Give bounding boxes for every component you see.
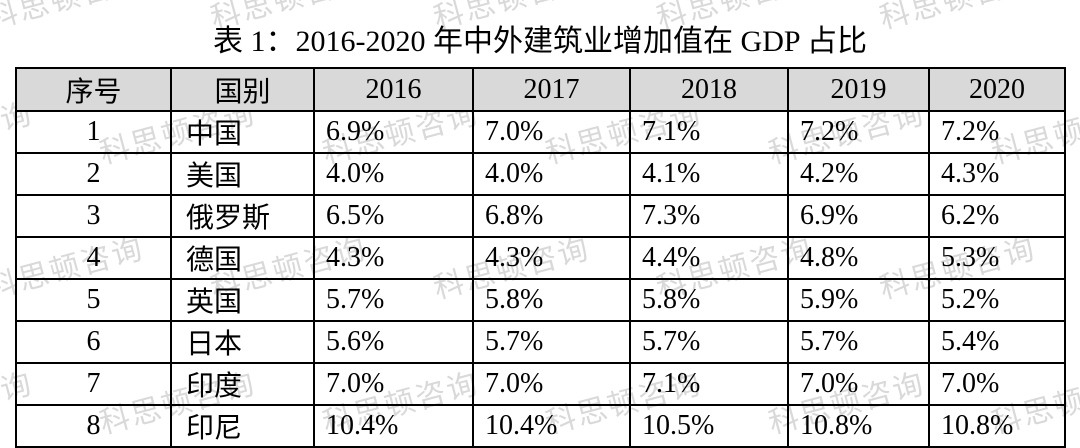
value-cell: 4.3% — [313, 236, 474, 280]
row-index-cell: 4 — [15, 236, 172, 280]
country-cell: 印度 — [170, 362, 315, 406]
country-cell: 印尼 — [170, 404, 315, 448]
column-header-0: 序号 — [15, 67, 172, 112]
value-cell: 4.0% — [472, 152, 631, 196]
value-cell: 4.2% — [787, 152, 930, 196]
table-row: 6 日本 5.6% 5.7% 5.7% 5.7% 5.4% — [15, 320, 1066, 364]
row-index-cell: 5 — [15, 278, 172, 322]
value-cell: 5.8% — [629, 278, 789, 322]
value-cell: 7.0% — [472, 362, 631, 406]
value-cell: 7.1% — [629, 362, 789, 406]
value-cell: 5.7% — [313, 278, 474, 322]
row-index-cell: 2 — [15, 152, 172, 196]
table-row: 8 印尼 10.4% 10.4% 10.5% 10.8% 10.8% — [15, 404, 1066, 448]
value-cell: 7.2% — [787, 110, 930, 154]
column-header-3: 2017 — [472, 67, 631, 112]
value-cell: 5.4% — [928, 320, 1066, 364]
table-row: 4 德国 4.3% 4.3% 4.4% 4.8% 5.3% — [15, 236, 1066, 280]
table-row: 3 俄罗斯 6.5% 6.8% 7.3% 6.9% 6.2% — [15, 194, 1066, 238]
row-index-cell: 1 — [15, 110, 172, 154]
value-cell: 5.6% — [313, 320, 474, 364]
value-cell: 5.8% — [472, 278, 631, 322]
row-index-cell: 3 — [15, 194, 172, 238]
value-cell: 5.9% — [787, 278, 930, 322]
table-row: 5 英国 5.7% 5.8% 5.8% 5.9% 5.2% — [15, 278, 1066, 322]
value-cell: 4.3% — [928, 152, 1066, 196]
value-cell: 4.4% — [629, 236, 789, 280]
value-cell: 10.5% — [629, 404, 789, 448]
country-cell: 日本 — [170, 320, 315, 364]
value-cell: 10.4% — [313, 404, 474, 448]
column-header-1: 国别 — [170, 67, 315, 112]
value-cell: 7.0% — [928, 362, 1066, 406]
value-cell: 5.2% — [928, 278, 1066, 322]
row-index-cell: 8 — [15, 404, 172, 448]
table-row: 7 印度 7.0% 7.0% 7.1% 7.0% 7.0% — [15, 362, 1066, 406]
value-cell: 4.8% — [787, 236, 930, 280]
value-cell: 6.2% — [928, 194, 1066, 238]
value-cell: 7.0% — [787, 362, 930, 406]
value-cell: 6.8% — [472, 194, 631, 238]
value-cell: 6.5% — [313, 194, 474, 238]
value-cell: 7.2% — [928, 110, 1066, 154]
column-header-6: 2020 — [928, 67, 1066, 112]
country-cell: 中国 — [170, 110, 315, 154]
value-cell: 5.7% — [787, 320, 930, 364]
column-header-2: 2016 — [313, 67, 474, 112]
value-cell: 5.7% — [472, 320, 631, 364]
value-cell: 7.1% — [629, 110, 789, 154]
value-cell: 6.9% — [787, 194, 930, 238]
value-cell: 4.3% — [472, 236, 631, 280]
country-cell: 德国 — [170, 236, 315, 280]
value-cell: 4.0% — [313, 152, 474, 196]
value-cell: 10.8% — [928, 404, 1066, 448]
value-cell: 4.1% — [629, 152, 789, 196]
value-cell: 7.0% — [313, 362, 474, 406]
gdp-share-table: 序号 国别 2016 2017 2018 2019 2020 1 中国 6.9% 7.0% 7.1%… — [15, 67, 1066, 448]
country-cell: 美国 — [170, 152, 315, 196]
row-index-cell: 6 — [15, 320, 172, 364]
country-cell: 英国 — [170, 278, 315, 322]
value-cell: 5.7% — [629, 320, 789, 364]
value-cell: 10.4% — [472, 404, 631, 448]
row-index-cell: 7 — [15, 362, 172, 406]
column-header-4: 2018 — [629, 67, 789, 112]
table-row: 2 美国 4.0% 4.0% 4.1% 4.2% 4.3% — [15, 152, 1066, 196]
value-cell: 6.9% — [313, 110, 474, 154]
value-cell: 7.0% — [472, 110, 631, 154]
table-title: 表 1：2016-2020 年中外建筑业增加值在 GDP 占比 — [213, 25, 867, 58]
value-cell: 5.3% — [928, 236, 1066, 280]
value-cell: 10.8% — [787, 404, 930, 448]
table-row: 1 中国 6.9% 7.0% 7.1% 7.2% 7.2% — [15, 110, 1066, 154]
table-header-row: 序号 国别 2016 2017 2018 2019 2020 — [15, 67, 1066, 112]
column-header-5: 2019 — [787, 67, 930, 112]
country-cell: 俄罗斯 — [170, 194, 315, 238]
value-cell: 7.3% — [629, 194, 789, 238]
